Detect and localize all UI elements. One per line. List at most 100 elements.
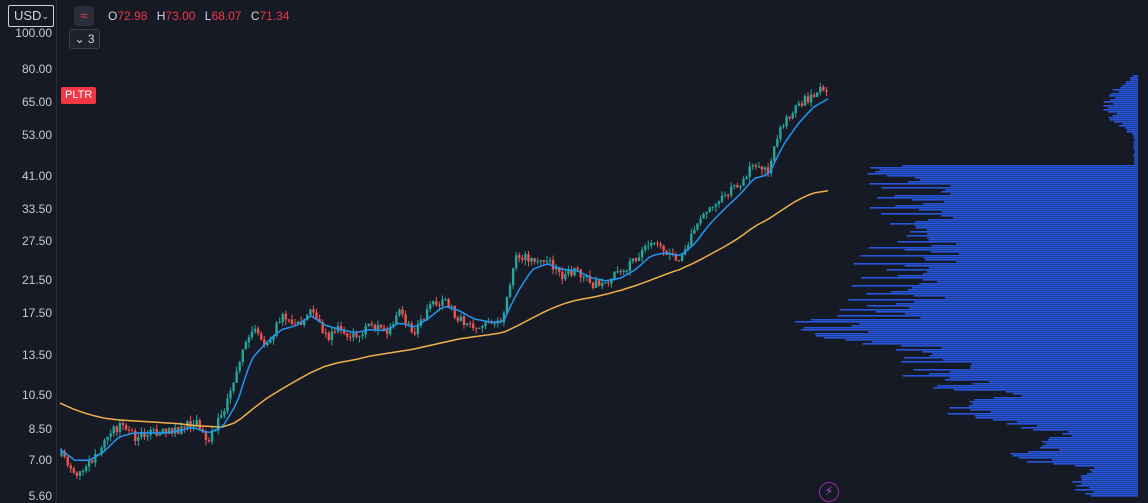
volume-profile-bar <box>1049 437 1138 439</box>
candle-body <box>788 116 791 119</box>
open-value: 72.98 <box>117 9 148 23</box>
candle-body <box>91 460 94 463</box>
volume-profile-bar <box>1089 469 1138 471</box>
currency-selector[interactable]: USD ⌄ <box>8 5 54 27</box>
volume-profile-bar <box>1074 489 1138 491</box>
candle-body <box>766 167 770 174</box>
candle-body <box>309 309 312 316</box>
volume-profile-bar <box>1075 465 1138 467</box>
volume-profile-bar <box>1071 435 1138 437</box>
short-moving-average-line <box>59 98 829 462</box>
candle-body <box>800 103 804 106</box>
candle-body <box>235 371 238 383</box>
candle-body <box>217 417 220 431</box>
volume-profile-bar <box>923 257 1138 259</box>
lightning-icon[interactable]: ⚡ <box>819 482 839 502</box>
candle-body <box>610 278 613 284</box>
candle-body <box>84 466 88 472</box>
candle-body <box>438 304 441 306</box>
volume-profile-bar <box>1109 119 1138 121</box>
volume-profile-bar <box>1120 87 1138 89</box>
volume-profile-bar <box>1126 129 1138 131</box>
candle-body <box>78 471 82 476</box>
candle-body <box>143 431 146 437</box>
volume-profile-bar <box>988 381 1138 383</box>
volume-profile-bar <box>845 339 1138 341</box>
candle-body <box>475 327 478 329</box>
volume-profile-bar <box>1130 79 1138 81</box>
candle-body <box>223 411 226 416</box>
volume-profile-bar <box>851 285 1138 287</box>
volume-profile-bar <box>869 183 1138 185</box>
volume-profile-bar <box>927 233 1138 235</box>
candle-body <box>659 243 662 246</box>
volume-profile-bar <box>1091 471 1138 473</box>
candle-body <box>226 398 229 412</box>
volume-profile-bar <box>913 295 1138 297</box>
price-axis[interactable]: USD ⌄ 100.00 80.00 65.00 53.00 41.00 33.50 27.… <box>0 0 57 503</box>
price-tick: 13.50 <box>21 347 52 362</box>
volume-profile-bar <box>923 203 1138 205</box>
candle-body <box>72 468 76 473</box>
candle-body <box>677 260 681 262</box>
volume-profile-bar <box>890 291 1138 293</box>
volume-profile-bar <box>940 215 1138 217</box>
candle-body <box>198 420 201 430</box>
candle-body <box>459 316 463 321</box>
price-tick: 33.50 <box>21 201 52 216</box>
volume-profile-bar <box>1103 101 1138 103</box>
volume-profile-bar <box>936 385 1138 387</box>
volume-profile-bar <box>940 191 1138 193</box>
price-tick: 21.50 <box>21 273 52 288</box>
candle-body <box>518 255 521 258</box>
volume-profile-bar <box>837 315 1138 317</box>
wave-icon[interactable]: ≈ <box>74 6 94 26</box>
candle-body <box>779 127 782 139</box>
volume-profile-bar <box>866 293 1138 295</box>
candle-body <box>745 177 748 180</box>
candle-body <box>508 285 512 297</box>
price-tick: 65.00 <box>21 95 52 110</box>
candle-body <box>791 113 794 119</box>
candle-body <box>306 315 309 320</box>
candle-body <box>75 472 79 476</box>
volume-profile-bar <box>823 337 1138 339</box>
candle-body <box>628 261 632 271</box>
candle-body <box>812 94 816 97</box>
candle-body <box>103 440 106 448</box>
chevron-down-icon: ⌄ <box>41 11 49 21</box>
volume-profile-bar <box>1133 143 1138 145</box>
candle-body <box>481 325 484 328</box>
candle-body <box>548 260 552 262</box>
collapse-indicators-button[interactable]: ⌄ 3 <box>69 29 100 49</box>
volume-profile-bar <box>974 415 1138 417</box>
candle-body <box>493 323 496 325</box>
volume-profile-bar <box>895 205 1138 207</box>
volume-profile-bar <box>1094 467 1138 469</box>
volume-profile-bar <box>929 355 1138 357</box>
candle-body <box>275 322 278 337</box>
candle-body <box>229 390 232 399</box>
volume-profile-bar <box>1133 155 1138 157</box>
candle-body <box>81 471 85 473</box>
price-tick: 53.00 <box>21 128 52 143</box>
volume-profile-bar <box>958 253 1138 255</box>
volume-profile-bar <box>1114 121 1138 123</box>
candle-body <box>582 276 585 278</box>
volume-profile-bar <box>1081 479 1138 481</box>
volume-profile-bar <box>804 327 1138 329</box>
candle-body <box>290 319 294 324</box>
candle-body <box>158 432 162 436</box>
candle-body <box>346 333 349 337</box>
candle-body <box>220 415 223 418</box>
volume-profile-bar <box>1109 95 1138 97</box>
volume-profile-bar <box>942 359 1138 361</box>
volume-profile-bar <box>886 269 1138 271</box>
candle-body <box>355 333 358 337</box>
volume-profile-bar <box>889 223 1138 225</box>
candle-body <box>530 258 533 262</box>
volume-profile-bar <box>1027 461 1138 463</box>
volume-profile-bar <box>933 387 1138 389</box>
volume-profile-bar <box>926 271 1138 273</box>
